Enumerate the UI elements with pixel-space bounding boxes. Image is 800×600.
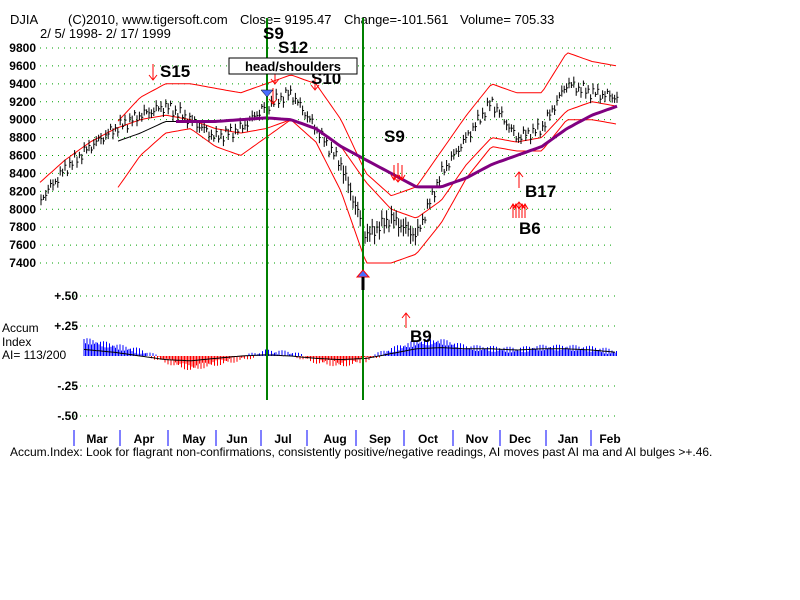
price-tick-label: 7800 [9,220,36,234]
signal-arrow-cluster [518,203,526,218]
volume-readout: Volume= 705.33 [460,12,555,27]
price-tick-label: 7400 [9,256,36,270]
ai-readout: AI= 113/200 [2,348,66,362]
signal-arrow-cluster [390,165,398,181]
signal-arrow-cluster [521,203,529,218]
month-label: Aug [323,432,346,446]
month-label: Dec [509,432,531,446]
price-tick-label: 9600 [9,59,36,73]
annotation-box [228,57,358,75]
accum-signal-label: B9 [410,327,432,346]
price-axis-ticks: 9800 9600 9400 9200 9000 8800 8600 8400 8200 8000… [9,41,36,270]
accum-index-bars [83,338,617,370]
signal-label: B6 [519,219,541,238]
signal-arrow-head [514,171,524,178]
long-ma-line [176,104,618,189]
signal-label: S9 [384,127,405,146]
change-readout: Change=-101.561 [344,12,449,27]
accum-index-ma [83,347,616,362]
accum-signal-arrow [401,312,411,328]
marker-triangle-up [355,269,371,278]
signal-arrow-cluster [398,165,406,181]
month-label: Sep [369,432,391,446]
signal-arrow-head [310,84,320,91]
price-tick-label: 8600 [9,149,36,163]
upper-band [117,52,617,197]
month-label: Jan [558,432,579,446]
signal-arrow-head [268,98,278,105]
price-tick-label: 8000 [9,202,36,216]
signal-arrow-head [270,78,280,85]
signal-arrow-head [148,74,158,81]
chart-annotations: head/shoulders [228,57,358,75]
month-label: Nov [466,432,489,446]
price-tick-label: 8400 [9,166,36,180]
month-label: Feb [599,432,620,446]
accum-title-line1: Accum [2,321,39,335]
accum-tick-label: -.50 [57,409,78,423]
copyright-text: (C)2010, www.tigersoft.com [68,12,228,27]
price-tick-label: 8800 [9,131,36,145]
accum-tick-label: +.25 [54,319,78,333]
signal-arrow-cluster [509,203,517,218]
price-tick-label: 8200 [9,184,36,198]
footer-note: Accum.Index: Look for flagrant non-confi… [10,445,713,459]
accum-tick-label: -.25 [57,379,78,393]
month-label: Apr [134,432,155,446]
signal-label: S9 [263,24,284,43]
signal-label: B17 [525,182,556,201]
price-tick-label: 7600 [9,238,36,252]
signal-label: S12 [278,38,308,57]
date-range: 2/ 5/ 1998- 2/ 17/ 1999 [40,26,171,41]
month-label: Mar [86,432,108,446]
month-label: Jun [226,432,247,446]
price-tick-label: 9200 [9,95,36,109]
month-axis: Mar Apr May Jun Jul Aug Sep Oct Nov Dec Jan Feb [73,430,621,446]
annotation-text: head/shoulders [245,59,341,74]
signal-vertical-lines [266,18,364,400]
price-tick-label: 9000 [9,113,36,127]
price-bars [40,76,619,246]
month-label: Oct [418,432,438,446]
accum-axis-ticks: +.50 +.25 -.25 -.50 [54,289,78,423]
chart-symbol: DJIA [10,12,39,27]
marker-triangle-down [260,89,274,98]
month-label: Jul [274,432,291,446]
signal-arrow-cluster [512,203,520,218]
signal-label: S15 [160,62,190,81]
close-readout: Close= 9195.47 [240,12,332,27]
price-tick-label: 9800 [9,41,36,55]
price-tick-label: 9400 [9,77,36,91]
accum-ma-line [83,347,616,362]
accum-title-line2: Index [2,335,31,349]
month-label: May [182,432,206,446]
accum-tick-label: +.50 [54,289,78,303]
